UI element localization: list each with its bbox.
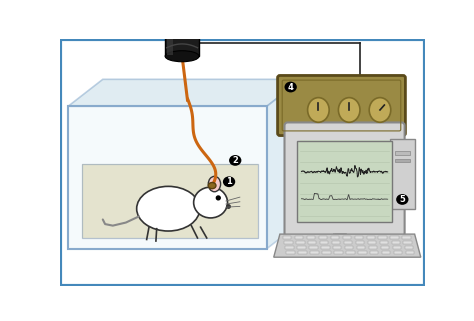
Bar bbox=[392, 241, 400, 244]
Bar bbox=[355, 236, 363, 239]
Ellipse shape bbox=[321, 245, 359, 253]
Bar bbox=[380, 241, 388, 244]
Bar bbox=[332, 241, 340, 244]
FancyBboxPatch shape bbox=[284, 122, 405, 236]
Bar bbox=[286, 251, 295, 254]
Bar bbox=[344, 241, 352, 244]
Bar bbox=[331, 236, 339, 239]
Bar bbox=[82, 164, 257, 238]
Text: 5: 5 bbox=[400, 195, 405, 204]
Bar bbox=[343, 236, 351, 239]
Bar bbox=[308, 241, 317, 244]
Text: 2: 2 bbox=[232, 156, 238, 165]
Ellipse shape bbox=[208, 183, 216, 189]
Bar bbox=[321, 246, 329, 249]
Ellipse shape bbox=[284, 82, 297, 92]
Bar bbox=[378, 236, 387, 239]
Ellipse shape bbox=[165, 51, 199, 62]
Bar bbox=[165, 24, 199, 56]
Bar bbox=[334, 251, 343, 254]
Bar bbox=[295, 236, 303, 239]
Ellipse shape bbox=[137, 187, 200, 231]
Bar bbox=[284, 241, 292, 244]
Bar bbox=[345, 246, 354, 249]
Polygon shape bbox=[273, 234, 421, 257]
Bar bbox=[405, 246, 413, 249]
Bar bbox=[366, 236, 375, 239]
Bar bbox=[68, 106, 267, 249]
Bar bbox=[391, 236, 399, 239]
Bar bbox=[394, 251, 402, 254]
Bar bbox=[382, 251, 391, 254]
Ellipse shape bbox=[338, 98, 360, 122]
FancyBboxPatch shape bbox=[278, 75, 405, 135]
Ellipse shape bbox=[208, 176, 220, 192]
Bar bbox=[320, 241, 328, 244]
Text: 4: 4 bbox=[288, 82, 293, 91]
Bar bbox=[370, 251, 378, 254]
Bar bbox=[403, 241, 412, 244]
Bar bbox=[319, 236, 327, 239]
Ellipse shape bbox=[369, 98, 391, 122]
Ellipse shape bbox=[204, 26, 216, 37]
Ellipse shape bbox=[194, 187, 228, 218]
Bar bbox=[381, 246, 389, 249]
Ellipse shape bbox=[308, 98, 329, 122]
Bar bbox=[298, 251, 307, 254]
Bar bbox=[358, 251, 366, 254]
Bar bbox=[369, 246, 377, 249]
Bar bbox=[395, 160, 410, 162]
Bar bbox=[307, 236, 315, 239]
Bar bbox=[297, 141, 392, 222]
Bar bbox=[390, 139, 415, 209]
Bar bbox=[356, 241, 364, 244]
Ellipse shape bbox=[223, 176, 235, 187]
Bar bbox=[402, 236, 411, 239]
Polygon shape bbox=[68, 79, 301, 106]
Bar bbox=[357, 246, 365, 249]
Bar bbox=[322, 251, 331, 254]
Bar bbox=[68, 106, 267, 249]
Polygon shape bbox=[267, 79, 301, 249]
Bar bbox=[285, 246, 294, 249]
Bar bbox=[368, 241, 376, 244]
Bar bbox=[167, 25, 173, 55]
Bar bbox=[283, 236, 292, 239]
Bar bbox=[395, 151, 410, 155]
Bar bbox=[296, 241, 304, 244]
Ellipse shape bbox=[229, 155, 241, 166]
Ellipse shape bbox=[396, 194, 409, 205]
Text: 3: 3 bbox=[207, 27, 213, 36]
Bar bbox=[309, 246, 318, 249]
Bar bbox=[333, 246, 341, 249]
Bar bbox=[82, 164, 257, 238]
Ellipse shape bbox=[165, 18, 199, 30]
Bar bbox=[392, 246, 401, 249]
Bar bbox=[346, 251, 355, 254]
Text: 1: 1 bbox=[226, 177, 232, 186]
Bar bbox=[406, 251, 414, 254]
Ellipse shape bbox=[216, 196, 220, 200]
Bar bbox=[310, 251, 319, 254]
Bar bbox=[297, 246, 306, 249]
